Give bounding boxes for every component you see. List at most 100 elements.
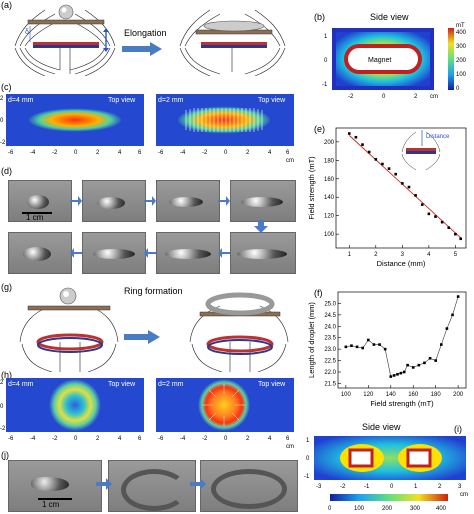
y-tick-label: 120 — [324, 214, 335, 220]
svg-text:100: 100 — [456, 72, 467, 78]
svg-text:200: 200 — [382, 506, 393, 512]
data-point — [423, 361, 426, 365]
svg-text:Top view: Top view — [258, 381, 286, 388]
svg-text:-6: -6 — [158, 150, 164, 156]
svg-text:Top view: Top view — [258, 97, 286, 104]
magnet-label: Magnet — [368, 57, 391, 64]
inset-field-lines — [401, 131, 441, 171]
svg-text:200: 200 — [456, 58, 467, 64]
photo-d-6 — [82, 232, 146, 274]
svg-text:0: 0 — [0, 404, 4, 410]
delta-symbol: δ — [25, 29, 29, 36]
svg-text:-1: -1 — [322, 82, 328, 88]
data-point — [434, 359, 437, 362]
svg-text:-2: -2 — [52, 436, 58, 442]
photo-d-3 — [156, 180, 220, 222]
data-point — [394, 172, 397, 176]
panel-a-label: (a) — [1, 0, 12, 10]
data-point — [347, 132, 351, 135]
svg-text:2: 2 — [438, 484, 442, 490]
photo-d-5 — [8, 232, 72, 274]
x-axis-label: Field strength (mT) — [370, 399, 434, 408]
svg-text:2: 2 — [246, 436, 250, 442]
data-point — [387, 167, 391, 170]
svg-text:2: 2 — [0, 380, 4, 386]
data-point — [361, 143, 364, 146]
data-point — [367, 338, 370, 342]
ring-formation-label: Ring formation — [124, 286, 183, 296]
svg-text:-6: -6 — [8, 436, 14, 442]
svg-text:0: 0 — [382, 94, 386, 100]
plot-frame — [335, 127, 467, 249]
panel-g-label: (g) — [1, 282, 12, 292]
y-tick-label: 21.5 — [324, 381, 336, 387]
photo-d-8 — [230, 232, 296, 274]
data-point — [411, 366, 415, 369]
x-axis-label: Distance (mm) — [377, 259, 426, 268]
svg-text:1: 1 — [324, 34, 328, 40]
chart-e: 1 2 3 4 5 100 120 140 160 180 200 Distance (mm) Fiel… — [307, 127, 467, 268]
x-tick-label: 160 — [408, 392, 419, 398]
elongation-label: Elongation — [124, 28, 167, 38]
panel-h-label: (h) — [1, 370, 12, 380]
x-tick-label: 4 — [427, 252, 431, 258]
svg-text:2: 2 — [246, 150, 250, 156]
scale-bar-d — [22, 212, 52, 214]
svg-text:1: 1 — [306, 438, 310, 444]
inset-distance-label: Distance — [426, 134, 450, 140]
panel-j-arrows — [96, 478, 206, 490]
svg-text:6: 6 — [286, 436, 290, 442]
svg-text:0: 0 — [224, 436, 228, 442]
data-point — [434, 215, 437, 218]
svg-text:0: 0 — [74, 150, 78, 156]
svg-text:100: 100 — [354, 506, 365, 512]
svg-text:0: 0 — [390, 484, 394, 490]
svg-text:0: 0 — [328, 506, 332, 512]
svg-text:-4: -4 — [180, 150, 186, 156]
data-point — [372, 343, 376, 346]
y-tick-label: 180 — [324, 158, 335, 164]
x-tick-label: 180 — [431, 392, 442, 398]
panel-a-diagram: δ Elongation — [14, 4, 286, 76]
svg-text:d=4 mm: d=4 mm — [8, 97, 34, 104]
data-point — [381, 162, 384, 166]
data-point — [355, 345, 359, 349]
svg-text:0: 0 — [74, 436, 78, 442]
svg-text:0: 0 — [324, 58, 328, 64]
svg-text:d=2 mm: d=2 mm — [158, 97, 184, 104]
svg-text:4: 4 — [118, 150, 122, 156]
photo-j-3 — [200, 460, 298, 512]
svg-text:2: 2 — [96, 150, 100, 156]
data-point — [420, 203, 424, 206]
data-point — [401, 182, 404, 185]
svg-text:400: 400 — [436, 506, 447, 512]
svg-text:1: 1 — [414, 484, 418, 490]
svg-text:4: 4 — [268, 150, 272, 156]
svg-text:6: 6 — [138, 436, 142, 442]
svg-text:4: 4 — [118, 436, 122, 442]
data-point — [350, 344, 353, 348]
data-point — [417, 363, 421, 367]
svg-text:-2: -2 — [52, 150, 58, 156]
data-point — [454, 232, 457, 236]
svg-text:-2: -2 — [340, 484, 346, 490]
svg-text:Top view: Top view — [108, 381, 136, 388]
data-point — [378, 343, 381, 346]
svg-text:-6: -6 — [158, 436, 164, 442]
data-point — [451, 313, 454, 317]
svg-text:2: 2 — [96, 436, 100, 442]
svg-text:-2: -2 — [0, 426, 6, 432]
x-tick-label: 1 — [348, 252, 352, 258]
x-tick-label: 3 — [401, 252, 405, 258]
svg-text:6: 6 — [138, 150, 142, 156]
y-axis-label: Field strength (mT) — [307, 156, 316, 220]
y-tick-label: 140 — [324, 195, 335, 201]
data-point — [344, 345, 348, 349]
svg-text:0: 0 — [0, 118, 4, 124]
data-point — [392, 374, 396, 377]
data-point — [399, 371, 403, 375]
svg-text:-1: -1 — [364, 484, 370, 490]
data-point — [406, 363, 409, 367]
data-point — [459, 237, 462, 241]
data-point — [428, 356, 432, 360]
